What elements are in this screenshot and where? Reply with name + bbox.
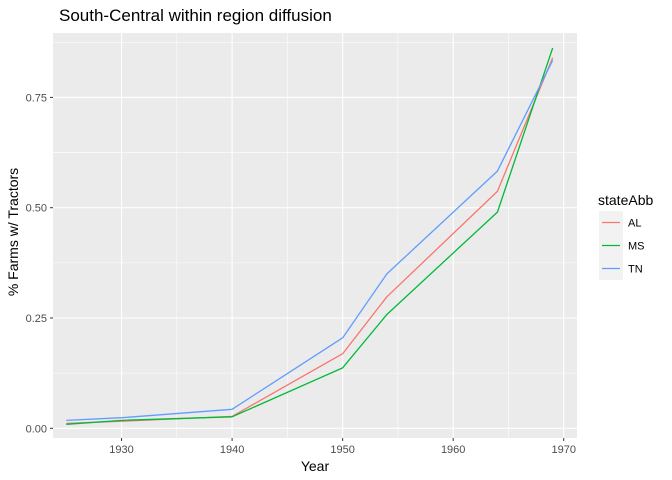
y-tick-label: 0.75 <box>26 92 47 104</box>
y-tick-label: 0.50 <box>26 203 47 215</box>
x-tick-label: 1940 <box>220 444 244 456</box>
legend-title: stateAbb <box>598 192 653 208</box>
series-line-tn <box>66 60 554 421</box>
x-tick-label: 1950 <box>330 444 354 456</box>
x-axis-title: Year <box>301 458 330 474</box>
x-tick-label: 1930 <box>109 444 133 456</box>
panel-background <box>53 33 577 438</box>
series-lines <box>66 47 554 425</box>
legend: stateAbb AL MS TN <box>598 192 653 280</box>
plot-panel <box>53 33 577 438</box>
series-line-ms <box>66 47 554 425</box>
axes: 1930 1940 1950 1960 1970 0.00 0.25 0.50 0.75 <box>26 92 576 456</box>
legend-label-tn: TN <box>628 264 643 276</box>
series-line-al <box>66 57 554 425</box>
legend-label-al: AL <box>628 218 641 230</box>
legend-label-ms: MS <box>628 241 645 253</box>
chart-title: South-Central within region diffusion <box>59 6 332 25</box>
x-tick-label: 1970 <box>551 444 575 456</box>
y-tick-label: 0.25 <box>26 313 47 325</box>
x-tick-label: 1960 <box>441 444 465 456</box>
grid-lines <box>53 33 577 438</box>
y-axis-title: % Farms w/ Tractors <box>5 168 21 296</box>
y-tick-label: 0.00 <box>26 423 47 435</box>
